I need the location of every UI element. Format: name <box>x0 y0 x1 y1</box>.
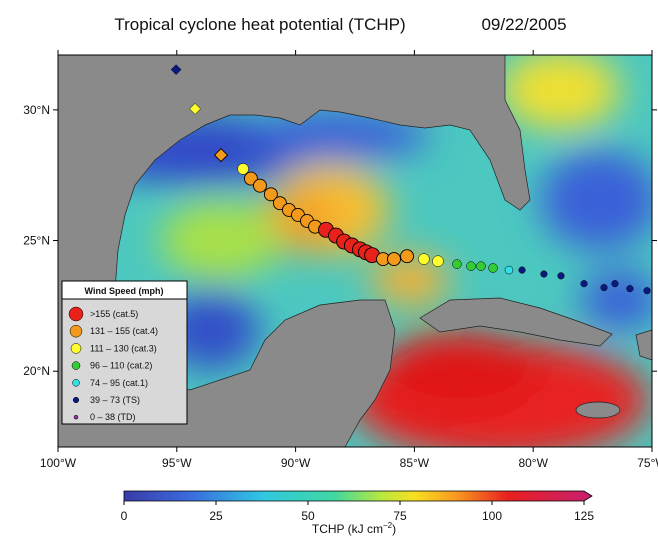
legend-label: 111 – 130 (cat.3) <box>90 343 157 353</box>
track-point <box>418 253 430 265</box>
legend-label: 0 – 38 (TD) <box>90 412 136 422</box>
track-point <box>518 266 526 274</box>
x-tick-label: 75°W <box>637 456 658 470</box>
colorbar-tick-label: 100 <box>482 509 502 523</box>
x-tick-label: 80°W <box>518 456 548 470</box>
colorbar-tick-label: 50 <box>301 509 315 523</box>
x-tick-label: 85°W <box>400 456 430 470</box>
track-point <box>540 270 548 278</box>
legend: Wind Speed (mph) >155 (cat.5) 131 – 155 (… <box>61 280 188 425</box>
track-point <box>387 252 401 267</box>
colorbar-tick-label: 25 <box>209 509 223 523</box>
legend-label: 131 – 155 (cat.4) <box>90 326 158 336</box>
track-point <box>263 187 278 202</box>
map-frame <box>57 54 653 448</box>
colorbar-label-text: TCHP (kJ cm <box>312 522 383 536</box>
legend-marker <box>71 361 81 370</box>
x-tick-label: 100°W <box>40 456 77 470</box>
track-point <box>611 280 619 288</box>
legend-marker <box>69 324 83 338</box>
legend-label: 39 – 73 (TS) <box>90 395 140 405</box>
track-point <box>466 261 476 271</box>
legend-marker <box>70 343 82 354</box>
colorbar-tick-label: 75 <box>393 509 407 523</box>
track-point <box>189 102 201 115</box>
legend-marker <box>72 379 80 387</box>
colorbar-label-exponent: −2 <box>383 521 393 530</box>
colorbar-tick-label: 125 <box>574 509 594 523</box>
y-tick-label: 20°N <box>23 364 50 378</box>
y-tick-label: 30°N <box>23 103 50 117</box>
colorbar-label-close: ) <box>392 522 396 536</box>
track-point <box>643 287 651 295</box>
legend-label: 96 – 110 (cat.2) <box>90 361 152 371</box>
track-point <box>170 64 182 75</box>
track-point <box>432 255 444 267</box>
legend-label: >155 (cat.5) <box>90 309 138 319</box>
track-point <box>452 259 462 269</box>
legend-marker <box>73 414 79 420</box>
colorbar-tick-label: 0 <box>121 509 128 523</box>
track-point <box>580 280 588 288</box>
track-point <box>213 147 229 163</box>
legend-marker <box>68 306 84 322</box>
track-point <box>600 284 608 292</box>
track-point <box>557 272 565 280</box>
colorbar-label: TCHP (kJ cm−2) <box>312 521 396 536</box>
date: 09/22/2005 <box>481 15 566 34</box>
track-point <box>504 265 514 275</box>
legend-box <box>61 280 188 425</box>
track-point <box>253 178 267 193</box>
legend-header <box>61 280 188 300</box>
track-point <box>626 285 634 293</box>
legend-title: Wind Speed (mph) <box>85 286 164 296</box>
track-point <box>400 249 414 264</box>
track-point <box>476 261 486 271</box>
colorbar-scale <box>123 490 593 502</box>
colorbar: TCHP (kJ cm−2) 0 25 50 75 100 125 <box>121 490 594 536</box>
track-point <box>237 163 249 175</box>
track-point <box>488 263 498 273</box>
legend-label: 74 – 95 (cat.1) <box>90 378 148 388</box>
title: Tropical cyclone heat potential (TCHP) <box>114 15 405 34</box>
legend-marker <box>72 396 80 404</box>
x-tick-label: 95°W <box>162 456 192 470</box>
x-tick-label: 90°W <box>281 456 311 470</box>
y-tick-label: 25°N <box>23 234 50 248</box>
